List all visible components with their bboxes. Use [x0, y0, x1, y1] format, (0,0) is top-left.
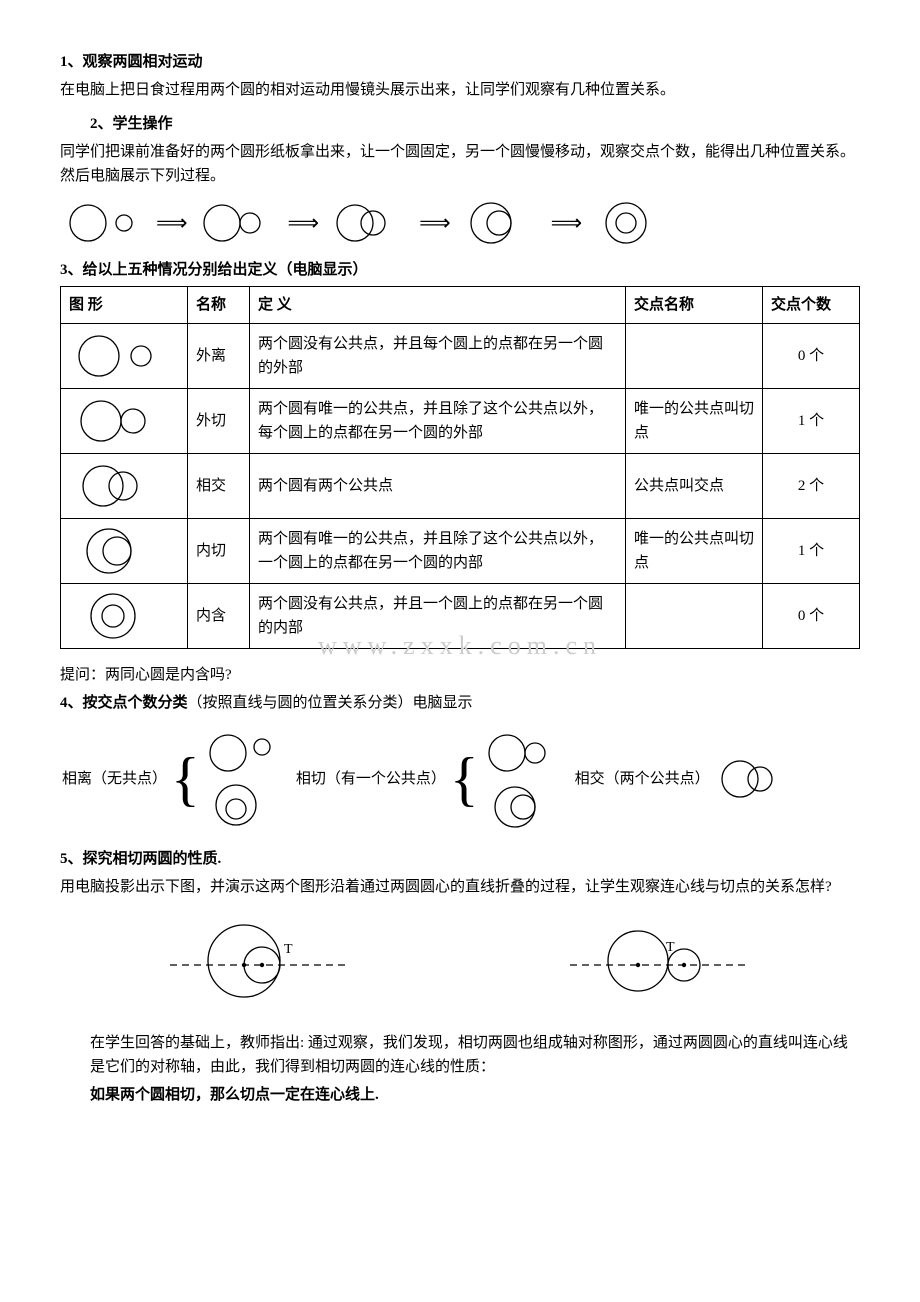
cell-ptname [626, 324, 763, 389]
closing-p2: 如果两个圆相切，那么切点一定在连心线上. [90, 1083, 860, 1107]
section-4-title: 4、按交点个数分类（按照直线与圆的位置关系分类）电脑显示 [60, 691, 860, 715]
cell-def: 两个圆没有公共点，并且每个圆上的点都在另一个圆的外部 [250, 324, 626, 389]
cell-name: 外离 [188, 324, 250, 389]
section-4-suffix: （按照直线与圆的位置关系分类）电脑显示 [188, 695, 473, 711]
brace-icon: { [448, 749, 481, 809]
section-2-body: 同学们把课前准备好的两个圆形纸板拿出来，让一个圆固定，另一个圆慢慢移动，观察交点… [60, 140, 860, 188]
table-row: 内含 两个圆没有公共点，并且一个圆上的点都在另一个圆的内部 0 个 [61, 584, 860, 649]
two-circles-icon [69, 525, 169, 577]
cell-count: 1 个 [763, 389, 860, 454]
table-row: 相交 两个圆有两个公共点 公共点叫交点 2 个 [61, 454, 860, 519]
label-tangent: 相切（有一个公共点） [294, 767, 448, 791]
th-ptname: 交点名称 [626, 287, 763, 324]
arrow-icon: ⟹ [288, 205, 318, 240]
two-circles-icon [202, 729, 282, 777]
two-circles-icon [69, 590, 169, 642]
cell-name: 内切 [188, 519, 250, 584]
closing-p1: 在学生回答的基础上，教师指出: 通过观察，我们发现，相切两圆也组成轴对称图形，通… [90, 1031, 860, 1079]
cell-count: 0 个 [763, 584, 860, 649]
cell-count: 0 个 [763, 324, 860, 389]
two-circles-icon [481, 729, 561, 777]
tangent-figure-icon: T [150, 913, 370, 1013]
section-5-title: 5、探究相切两圆的性质. [60, 847, 860, 871]
cell-def: 两个圆没有公共点，并且一个圆上的点都在另一个圆的内部 [250, 584, 626, 649]
label-separate: 相离（无共点） [60, 767, 169, 791]
cell-ptname: 公共点叫交点 [626, 454, 763, 519]
section-1-body: 在电脑上把日食过程用两个圆的相对运动用慢镜头展示出来，让同学们观察有几种位置关系… [60, 78, 860, 102]
two-circles-icon [202, 781, 282, 829]
question-text: 提问：两同心圆是内含吗? [60, 663, 860, 687]
table-row: 外离 两个圆没有公共点，并且每个圆上的点都在另一个圆的外部 0 个 [61, 324, 860, 389]
section-3-title: 3、给以上五种情况分别给出定义（电脑显示） [60, 258, 860, 282]
svg-text:T: T [284, 942, 293, 957]
arrow-icon: ⟹ [156, 205, 186, 240]
two-circles-icon [712, 755, 792, 803]
tangent-figure-icon: T [550, 913, 770, 1013]
arrow-icon: ⟹ [419, 205, 449, 240]
section-2-title: 2、学生操作 [90, 112, 860, 136]
section-5-body: 用电脑投影出示下图，并演示这两个图形沿着通过两圆圆心的直线折叠的过程，让学生观察… [60, 875, 860, 899]
th-shape: 图 形 [61, 287, 188, 324]
th-name: 名称 [188, 287, 250, 324]
cell-count: 2 个 [763, 454, 860, 519]
cell-name: 相交 [188, 454, 250, 519]
definition-table: 图 形 名称 定 义 交点名称 交点个数 外离 两个圆没有公共点，并且每个圆上的… [60, 286, 860, 649]
cell-ptname [626, 584, 763, 649]
cell-ptname: 唯一的公共点叫切点 [626, 519, 763, 584]
table-header-row: 图 形 名称 定 义 交点名称 交点个数 [61, 287, 860, 324]
two-circles-icon [481, 781, 561, 829]
arrow-icon: ⟹ [551, 205, 581, 240]
cell-def: 两个圆有两个公共点 [250, 454, 626, 519]
cell-count: 1 个 [763, 519, 860, 584]
two-circles-icon [69, 330, 169, 382]
classify-diagram: 相离（无共点） { 相切（有一个公共点） { 相交（两个公共点） [60, 729, 860, 829]
th-count: 交点个数 [763, 287, 860, 324]
cell-name: 外切 [188, 389, 250, 454]
th-def: 定 义 [250, 287, 626, 324]
table-row: 外切 两个圆有唯一的公共点，并且除了这个公共点以外，每个圆上的点都在另一个圆的外… [61, 389, 860, 454]
cell-def: 两个圆有唯一的公共点，并且除了这个公共点以外，一个圆上的点都在另一个圆的内部 [250, 519, 626, 584]
two-circles-icon [192, 198, 282, 248]
svg-text:T: T [666, 940, 675, 955]
label-intersect: 相交（两个公共点） [573, 767, 712, 791]
two-circles-icon [455, 198, 545, 248]
two-circles-icon [586, 198, 676, 248]
table-row: 内切 两个圆有唯一的公共点，并且除了这个公共点以外，一个圆上的点都在另一个圆的内… [61, 519, 860, 584]
section-1-title: 1、观察两圆相对运动 [60, 50, 860, 74]
cell-name: 内含 [188, 584, 250, 649]
process-diagram: ⟹ ⟹ ⟹ ⟹ [60, 198, 860, 248]
two-circles-icon [69, 460, 169, 512]
two-circles-icon [323, 198, 413, 248]
section-4-prefix: 4、按交点个数分类 [60, 695, 188, 711]
cell-def: 两个圆有唯一的公共点，并且除了这个公共点以外，每个圆上的点都在另一个圆的外部 [250, 389, 626, 454]
two-circles-icon [60, 198, 150, 248]
cell-ptname: 唯一的公共点叫切点 [626, 389, 763, 454]
two-circles-icon [69, 395, 169, 447]
brace-icon: { [169, 749, 202, 809]
tangent-figures: T T [60, 913, 860, 1013]
